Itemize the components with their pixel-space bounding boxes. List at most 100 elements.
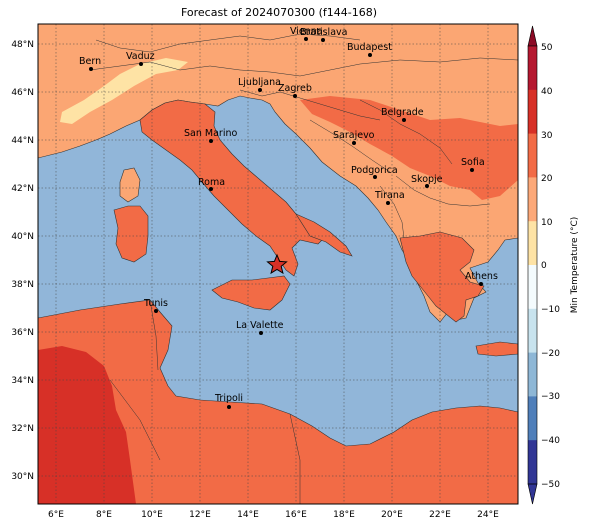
colorbar-tick-label: −30	[541, 392, 560, 402]
colorbar-tick-label: −40	[541, 436, 560, 446]
graticule	[38, 24, 518, 504]
city-label: Tripoli	[214, 393, 243, 404]
forecast-point-star-icon	[266, 253, 288, 275]
colorbar-label: Min Temperature (°C)	[570, 217, 580, 314]
city-label: Athens	[465, 271, 498, 282]
city-label: Bratislava	[300, 27, 347, 38]
colorbar-tick-label: 40	[541, 87, 553, 97]
corsica	[119, 167, 141, 203]
colorbar-tick-label: 0	[541, 261, 547, 271]
city-label: Roma	[198, 177, 225, 188]
city-marker: Ljubljana	[238, 77, 281, 92]
city-marker: Tripoli	[214, 393, 243, 409]
lon-tick-label: 12°E	[189, 510, 211, 520]
lat-tick-label: 32°N	[11, 424, 34, 434]
city-marker: Sofia	[461, 157, 485, 172]
italy-peninsula	[139, 99, 327, 277]
city-label: Budapest	[347, 42, 392, 53]
lat-tick-label: 42°N	[11, 184, 34, 194]
city-marker: San Marino	[184, 128, 237, 143]
lat-tick-label: 44°N	[11, 136, 34, 146]
city-marker: La Valette	[236, 320, 284, 335]
colorbar-segment	[528, 265, 537, 310]
city-marker: Tunis	[143, 298, 168, 313]
colorbar-segment	[528, 308, 537, 354]
colorbar-ticks: 50 40 30 20 10 0 −10 −20 −30 −40 −50	[541, 43, 560, 490]
country-borders	[89, 33, 518, 504]
lon-tick-label: 24°E	[477, 510, 499, 520]
city-label: Tunis	[143, 298, 168, 309]
city-label: Vaduz	[126, 51, 155, 62]
lat-tick-label: 46°N	[11, 88, 34, 98]
north-africa	[38, 299, 518, 504]
city-marker: Skopje	[411, 174, 443, 188]
colorbar-tick-label: 10	[541, 218, 553, 228]
colorbar-frame	[527, 45, 538, 485]
italy-heel	[295, 213, 353, 257]
colorbar-tick-label: −20	[541, 349, 560, 359]
city-marker: Budapest	[347, 42, 392, 57]
lon-tick-label: 14°E	[237, 510, 259, 520]
city-marker: Vienna	[290, 26, 323, 41]
lat-tick-label: 48°N	[11, 40, 34, 50]
city-marker: Tirana	[374, 190, 405, 205]
city-label: Sofia	[461, 157, 485, 168]
city-label: Bern	[79, 56, 101, 67]
lon-tick-label: 10°E	[141, 510, 163, 520]
colorbar-tick-label: 50	[541, 43, 553, 53]
map-frame	[37, 23, 519, 505]
lat-tick-label: 34°N	[11, 376, 34, 386]
city-label: Skopje	[411, 174, 443, 185]
lat-tick-label: 30°N	[11, 472, 34, 482]
city-marker: Roma	[198, 177, 225, 191]
greece	[399, 231, 485, 323]
crete	[475, 341, 518, 357]
city-marker: Belgrade	[381, 107, 424, 122]
lat-tick-label: 36°N	[11, 328, 34, 338]
colorbar	[527, 25, 538, 505]
map-plot-area	[38, 24, 518, 504]
city-markers: Vienna Bratislava Vaduz Bern Budapest Lj…	[79, 26, 498, 409]
city-label: Sarajevo	[333, 130, 375, 141]
city-label: Tirana	[374, 190, 405, 201]
sicily	[211, 275, 291, 311]
colorbar-tick-label: 20	[541, 174, 553, 184]
lat-tick-label: 38°N	[11, 280, 34, 290]
city-label: Belgrade	[381, 107, 424, 118]
lon-axis: 6°E 8°E 10°E 12°E 14°E 16°E 18°E 20°E 22…	[48, 510, 499, 520]
lon-tick-label: 22°E	[429, 510, 451, 520]
colorbar-segment	[528, 221, 537, 266]
alps-cool-band	[60, 58, 188, 124]
city-marker: Bern	[79, 56, 101, 71]
balkan-warm-zone	[300, 96, 518, 200]
africa-hot-zone	[38, 346, 136, 504]
colorbar-segment	[528, 89, 537, 135]
city-marker: Podgorica	[351, 165, 398, 179]
colorbar-bottom-extend	[527, 483, 538, 505]
lat-axis: 48°N 46°N 44°N 42°N 40°N 38°N 36°N 34°N …	[11, 40, 34, 482]
sardinia	[113, 205, 149, 263]
city-label: La Valette	[236, 320, 284, 331]
map-title: Forecast of 2024070300 (f144-168)	[180, 6, 378, 19]
colorbar-segment	[528, 440, 537, 485]
city-marker: Bratislava	[300, 27, 347, 42]
city-marker: Vaduz	[126, 51, 155, 66]
colorbar-top-extend	[527, 25, 538, 47]
city-label: San Marino	[184, 128, 237, 139]
colorbar-segment	[528, 133, 537, 178]
lat-tick-label: 40°N	[11, 232, 34, 242]
city-label: Podgorica	[351, 165, 398, 176]
colorbar-segment	[528, 46, 537, 91]
colorbar-segment	[528, 396, 537, 441]
colorbar-tick-label: 30	[541, 131, 553, 141]
city-label: Zagreb	[278, 83, 312, 94]
city-label: Ljubljana	[238, 77, 281, 88]
colorbar-segment	[528, 352, 537, 397]
city-label: Vienna	[290, 26, 323, 37]
city-marker: Zagreb	[278, 83, 312, 98]
lon-tick-label: 16°E	[285, 510, 307, 520]
city-marker: Athens	[465, 271, 498, 286]
colorbar-tick-label: −50	[541, 480, 560, 490]
lon-tick-label: 18°E	[333, 510, 355, 520]
